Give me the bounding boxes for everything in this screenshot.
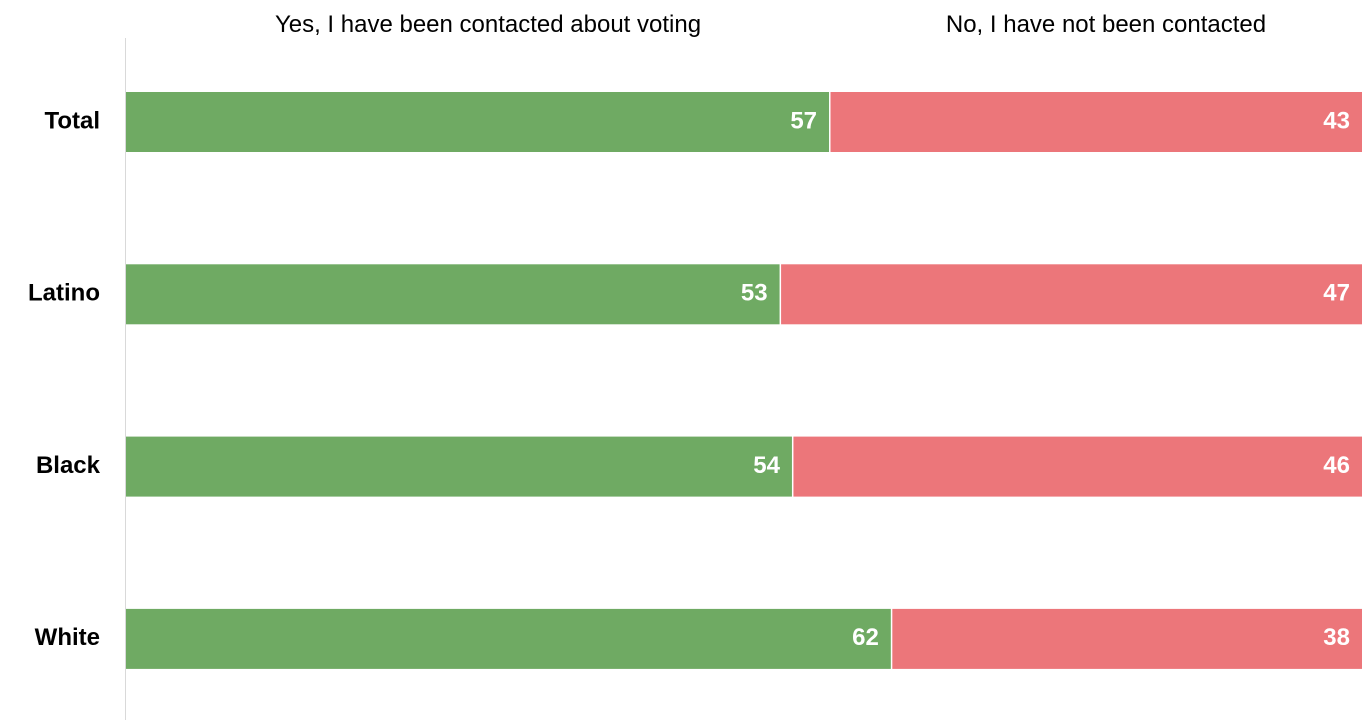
bar-total-series-1 (126, 92, 830, 152)
bar-white-series-1 (126, 608, 891, 669)
legend-label-yes: Yes, I have been contacted about voting (275, 11, 701, 38)
bar-total-series-2 (830, 92, 1362, 152)
legend: Yes, I have been contacted about voting … (275, 11, 1266, 38)
data-label-total-series-2: 43 (1323, 107, 1350, 134)
legend-label-no: No, I have not been contacted (946, 11, 1266, 38)
bars-layer (126, 92, 1362, 669)
data-label-latino-series-2: 47 (1323, 280, 1350, 307)
data-label-white-series-2: 38 (1323, 624, 1350, 651)
bar-latino-series-2 (781, 264, 1362, 325)
category-label-latino: Latino (28, 280, 100, 307)
data-label-black-series-1: 54 (753, 452, 780, 479)
bar-black-series-2 (793, 436, 1362, 497)
data-label-latino-series-1: 53 (741, 280, 768, 307)
category-labels: Total Latino Black White (28, 107, 101, 651)
data-label-black-series-2: 46 (1323, 452, 1350, 479)
bar-latino-series-1 (126, 264, 780, 325)
data-label-white-series-1: 62 (852, 624, 879, 651)
bar-white-series-2 (892, 608, 1362, 669)
data-label-total-series-1: 57 (790, 107, 817, 134)
category-label-total: Total (44, 107, 100, 134)
bar-black-series-1 (126, 436, 792, 497)
category-label-black: Black (36, 452, 101, 479)
data-labels-layer: 57 43 53 47 54 46 62 38 (741, 107, 1350, 651)
category-label-white: White (35, 624, 100, 651)
